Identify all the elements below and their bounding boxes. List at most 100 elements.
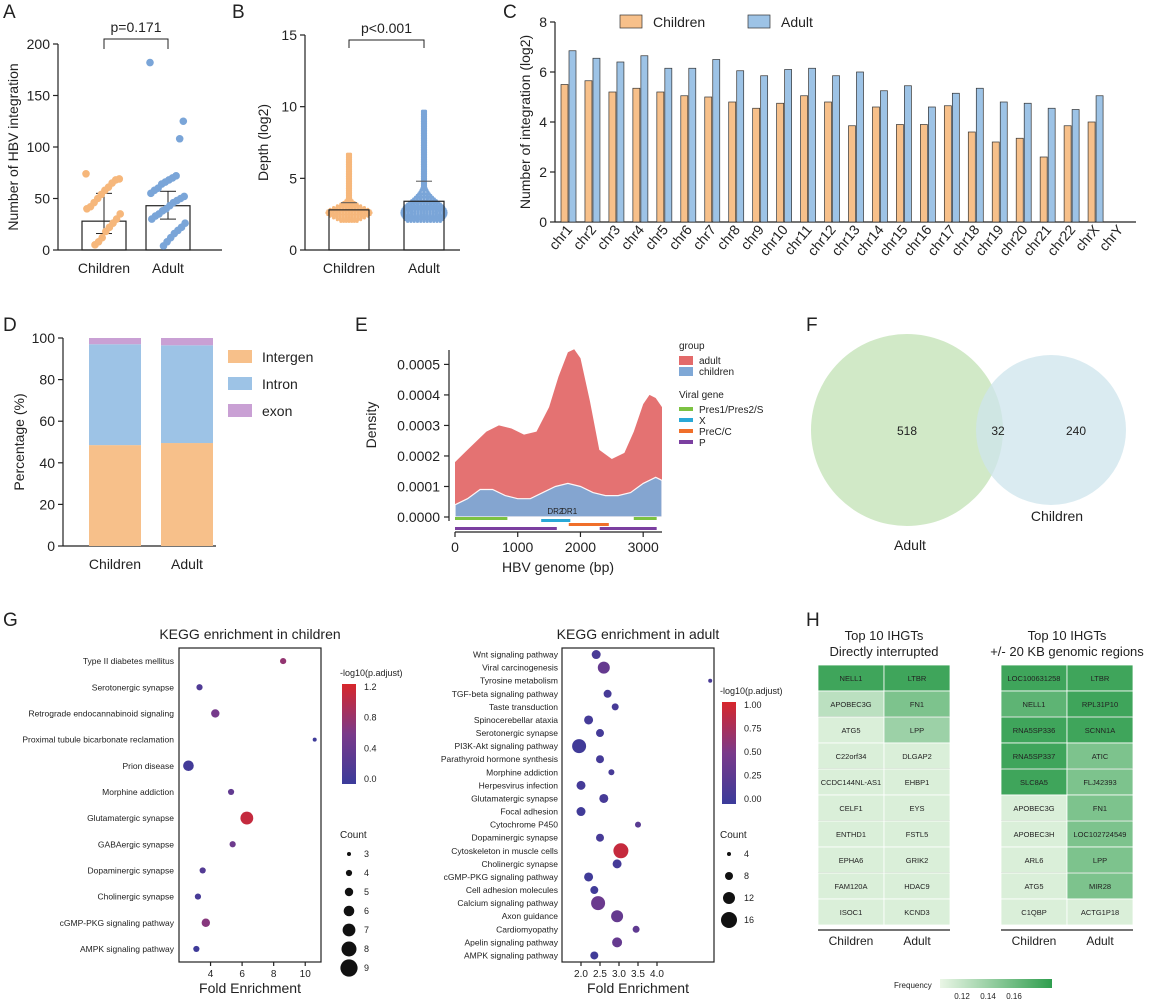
heatmap-cell: [817, 846, 885, 874]
enrichment-dot: [280, 657, 287, 665]
heatmap-cell: [883, 846, 951, 874]
enrichment-dot: [576, 807, 586, 817]
heatmap-gene-label: HDAC9: [904, 882, 929, 891]
enrichment-dot: [635, 821, 641, 828]
panel-label-g: G: [3, 610, 18, 631]
legend-swatch: [679, 367, 693, 376]
enrichment-dot: [584, 872, 594, 882]
heatmap-cell: [883, 768, 951, 796]
data-point: [339, 202, 343, 206]
mean-bar: [403, 200, 445, 251]
data-point: [147, 189, 155, 198]
color-legend-title: -log10(p.adjust): [720, 686, 783, 696]
x-tick-label: 3000: [628, 539, 659, 555]
y-tick-label: 100: [27, 139, 51, 155]
gene-track: [455, 517, 508, 520]
size-legend-title: Count: [340, 830, 367, 841]
heatmap-gene-label: EPHA6: [839, 856, 864, 865]
enrichment-dot: [576, 780, 586, 790]
x-tick-label: chr6: [665, 221, 695, 252]
heatmap-gene-label: APOBEC3G: [830, 700, 871, 709]
bar: [784, 69, 792, 223]
legend-label: Children: [653, 14, 705, 30]
pathway-label: PI3K-Akt signaling pathway: [455, 741, 559, 751]
mean-bar: [328, 209, 370, 251]
heatmap-gene-label: NELL1: [840, 674, 863, 683]
heatmap-gene-label: ENTHD1: [836, 830, 866, 839]
pathway-label: Cardiomyopathy: [496, 924, 559, 934]
y-tick-label: 0.0005: [397, 356, 440, 372]
size-legend-label: 7: [364, 925, 369, 935]
enrichment-dot: [227, 788, 235, 796]
x-tick-label: chr2: [569, 221, 599, 252]
heatmap-gene-label: NELL1: [1023, 700, 1046, 709]
y-tick-label: 2: [539, 164, 547, 180]
legend-label: X: [699, 416, 706, 427]
pathway-label: Apelin signaling pathway: [464, 937, 558, 947]
bar: [592, 57, 601, 223]
size-legend-label: 4: [744, 849, 749, 859]
heatmap-gene-label: ATG5: [1024, 882, 1043, 891]
x-tick-label: chr7: [689, 221, 719, 252]
heatmap-title: Top 10 IHGTs: [1028, 628, 1107, 643]
heatmap-subtitle: +/- 20 KB genomic regions: [990, 644, 1144, 659]
y-tick-label: 80: [39, 372, 55, 388]
pathway-label: Axon guidance: [502, 911, 559, 921]
legend-swatch: [679, 440, 693, 444]
bar: [632, 87, 641, 223]
bar: [832, 75, 840, 223]
heatmap-cell: [1000, 820, 1068, 848]
enrichment-dot: [591, 896, 606, 911]
pathway-label: TGF-beta signaling pathway: [452, 689, 559, 699]
enrichment-dot: [596, 833, 604, 842]
venn-circle-children: [976, 355, 1126, 505]
data-point: [159, 242, 168, 250]
y-tick-label: 0.0004: [397, 387, 440, 403]
x-tick-label: chr22: [1044, 221, 1079, 258]
x-tick-label: Children: [78, 260, 130, 276]
bar: [704, 96, 713, 223]
x-tick-label: chr3: [593, 221, 623, 252]
x-tick-label: chrY: [1096, 221, 1127, 254]
enrichment-dot: [572, 739, 587, 754]
size-legend-title: Count: [720, 830, 747, 841]
stacked-segment: [89, 445, 141, 546]
heatmap-gene-label: FN1: [910, 700, 924, 709]
color-legend-tick: 0.50: [744, 747, 762, 757]
x-tick-label: Children: [323, 260, 375, 276]
panel-g-children-dotplot: KEGG enrichment in children Type II diabe…: [22, 626, 402, 996]
p-value-label: p=0.171: [111, 19, 162, 35]
bar: [664, 67, 673, 223]
pathway-label: GABAergic synapse: [98, 839, 174, 849]
gene-track: [541, 519, 571, 522]
pathway-label: Cholinergic synapse: [97, 892, 174, 902]
heatmap-cell: [1066, 794, 1134, 822]
y-tick-label: 60: [39, 413, 55, 429]
enrichment-dot: [611, 910, 624, 923]
y-tick-label: 0.0002: [397, 448, 440, 464]
y-tick-label: 100: [32, 330, 56, 346]
y-tick-label: 8: [539, 14, 547, 30]
bar: [920, 124, 928, 223]
x-tick-label: chr4: [617, 221, 647, 252]
bar: [1047, 107, 1056, 223]
y-tick-label: 50: [34, 191, 50, 207]
bar: [560, 84, 569, 223]
heatmap-cell: [1066, 716, 1134, 744]
pathway-label: Glutamatergic synapse: [471, 793, 558, 803]
bar: [752, 107, 761, 223]
heatmap-cell: [1066, 742, 1134, 770]
enrichment-dot: [591, 650, 601, 660]
stacked-segment: [161, 338, 213, 346]
bar: [680, 95, 689, 223]
x-tick-label: Children: [829, 934, 874, 948]
data-point: [332, 205, 336, 210]
enrichment-dot: [611, 703, 619, 711]
size-legend-label: 9: [364, 963, 369, 973]
legend-swatch: [747, 14, 771, 29]
heatmap-cell: [1066, 898, 1134, 926]
heatmap-subtitle: Directly interrupted: [829, 644, 938, 659]
heatmap-gene-label: FN1: [1093, 804, 1107, 813]
